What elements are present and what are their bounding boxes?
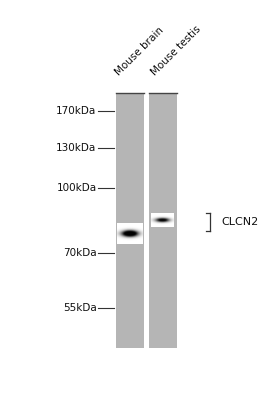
Bar — [116, 93, 144, 348]
Bar — [149, 93, 177, 348]
Text: 100kDa: 100kDa — [56, 183, 96, 193]
Text: 130kDa: 130kDa — [56, 143, 96, 153]
Text: Mouse brain: Mouse brain — [113, 25, 166, 77]
Text: 55kDa: 55kDa — [63, 303, 96, 313]
Text: 170kDa: 170kDa — [56, 106, 96, 116]
Text: Mouse testis: Mouse testis — [150, 24, 203, 77]
Text: CLCN2: CLCN2 — [222, 217, 259, 227]
Text: 70kDa: 70kDa — [63, 248, 96, 258]
